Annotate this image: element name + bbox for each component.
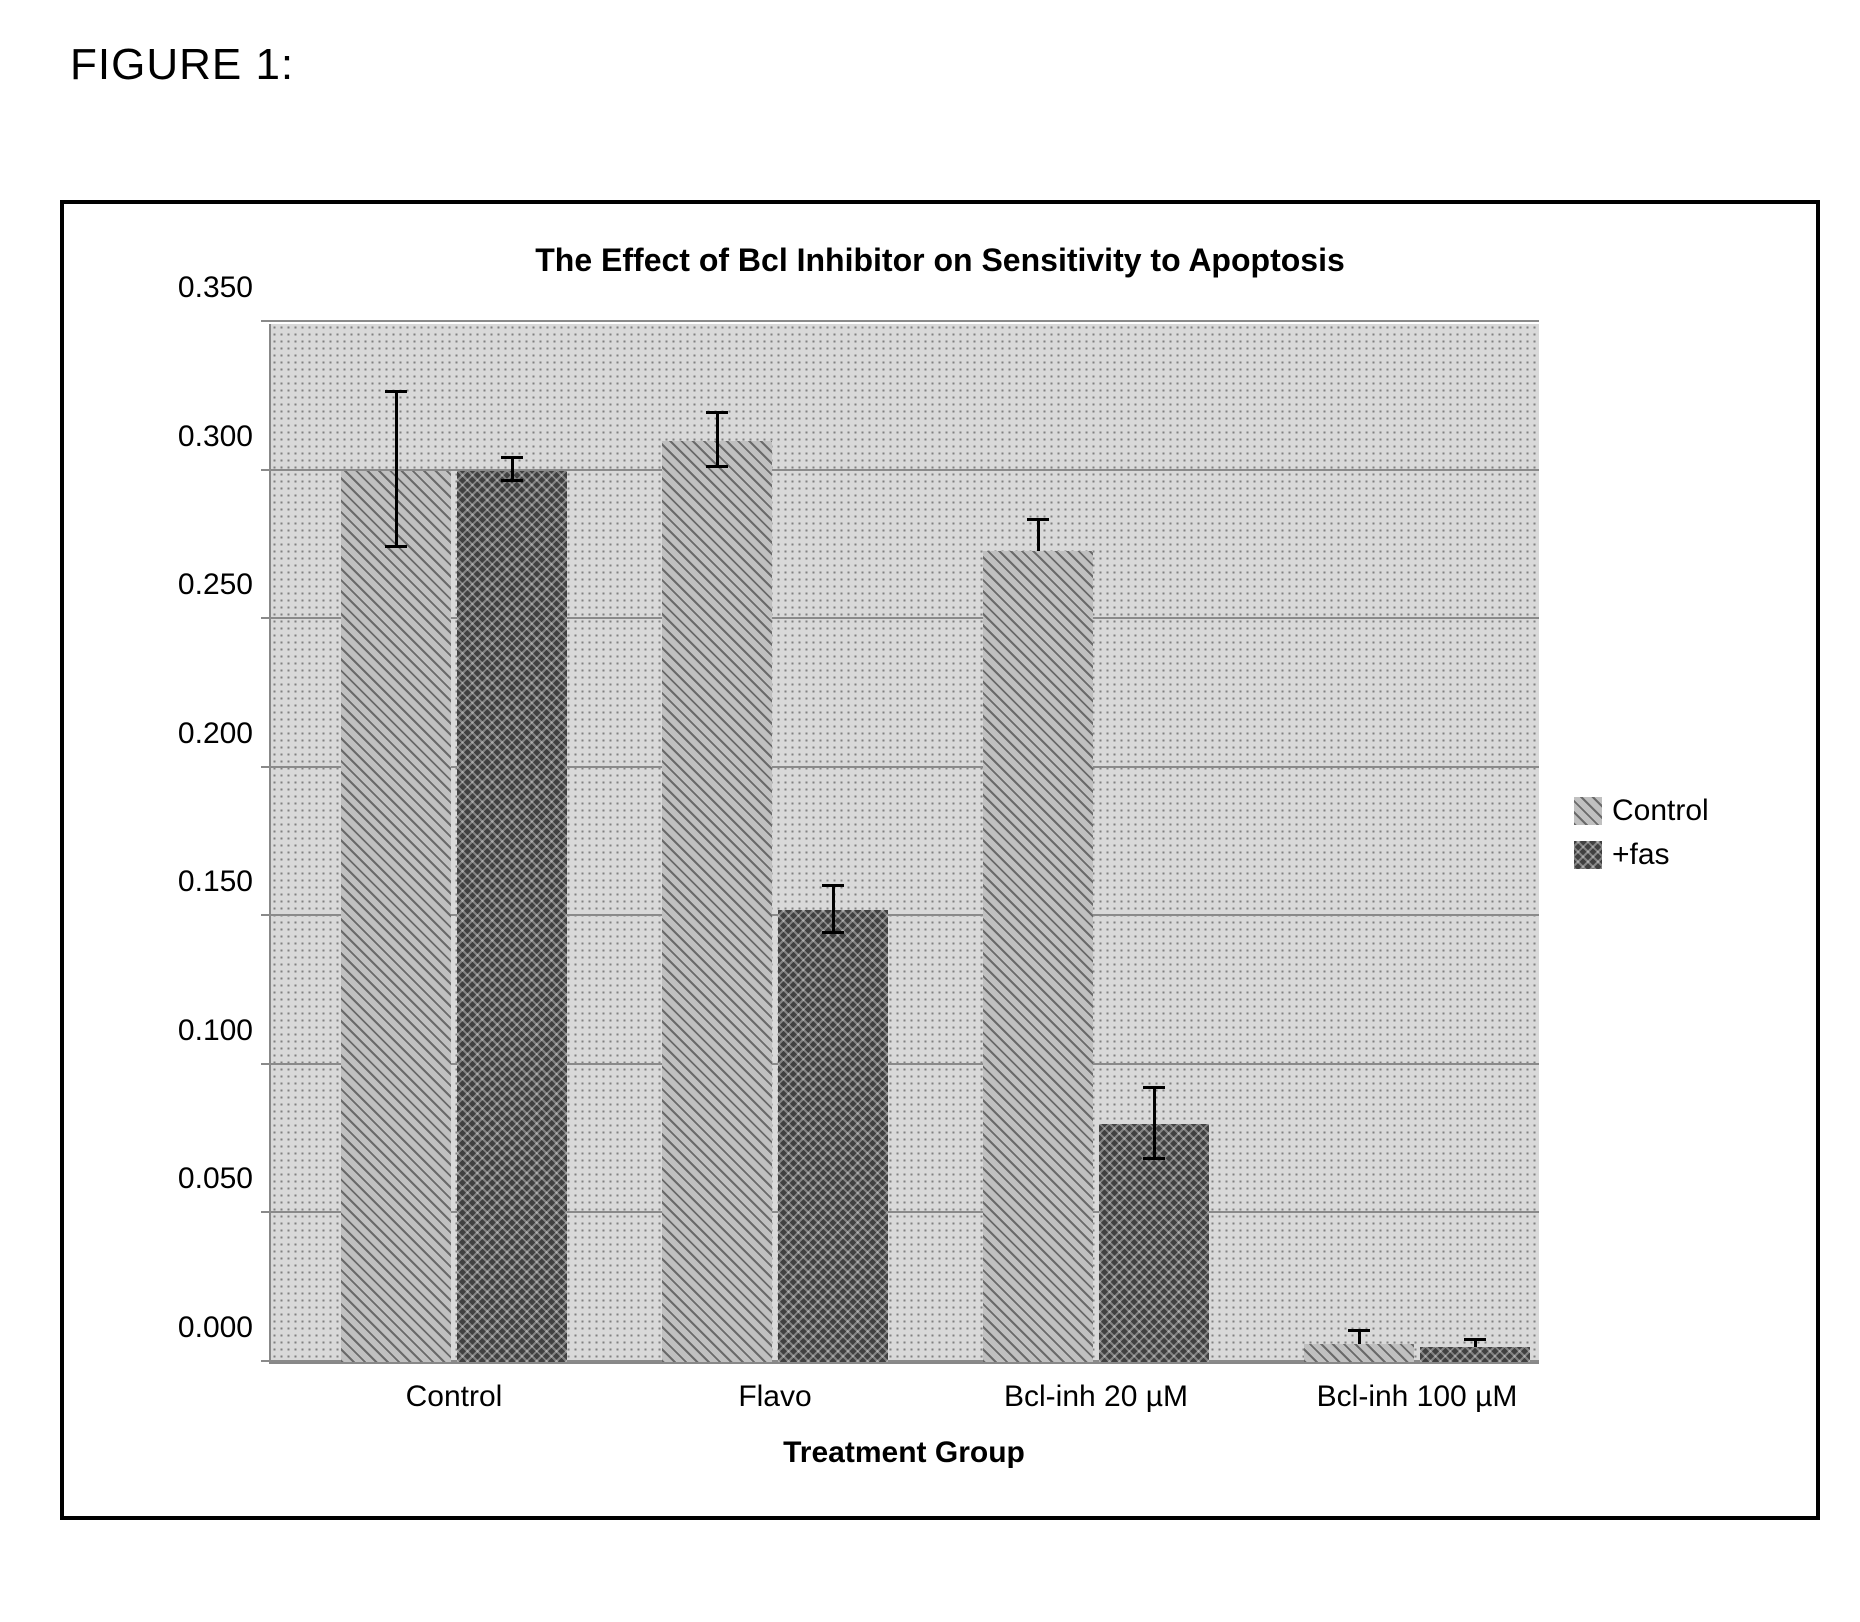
y-tick-mark — [261, 1063, 271, 1065]
y-tick-mark — [261, 469, 271, 471]
error-bar — [1358, 1332, 1361, 1344]
y-tick-label: 0.300 — [178, 420, 253, 454]
error-cap — [1143, 1157, 1165, 1160]
error-bar — [1037, 521, 1040, 551]
error-cap — [706, 465, 728, 468]
error-cap — [1027, 518, 1049, 521]
error-bar — [716, 414, 719, 467]
error-cap — [385, 390, 407, 393]
y-tick-mark — [261, 1211, 271, 1213]
legend-item: Control — [1574, 794, 1709, 828]
y-tick-label: 0.050 — [178, 1162, 253, 1196]
bar — [457, 471, 567, 1362]
bar — [778, 910, 888, 1362]
error-cap — [822, 884, 844, 887]
page: FIGURE 1: The Effect of Bcl Inhibitor on… — [0, 0, 1860, 1622]
error-cap — [1143, 1086, 1165, 1089]
legend-label: +fas — [1612, 838, 1670, 872]
bar — [1304, 1344, 1414, 1362]
bar — [983, 551, 1093, 1362]
bar — [1420, 1347, 1530, 1362]
x-tick-label: Bcl-inh 20 µM — [1004, 1380, 1188, 1414]
y-tick-label: 0.250 — [178, 568, 253, 602]
error-bar — [1474, 1341, 1477, 1347]
error-bar — [1153, 1089, 1156, 1160]
error-cap — [822, 931, 844, 934]
legend-item: +fas — [1574, 838, 1709, 872]
x-tick-label: Bcl-inh 100 µM — [1317, 1380, 1518, 1414]
y-tick-label: 0.100 — [178, 1014, 253, 1048]
y-tick-label: 0.150 — [178, 865, 253, 899]
error-cap — [706, 411, 728, 414]
y-tick-label: 0.350 — [178, 271, 253, 305]
chart-frame: The Effect of Bcl Inhibitor on Sensitivi… — [60, 200, 1820, 1520]
legend-swatch-control — [1574, 797, 1602, 825]
x-tick-label: Control — [406, 1380, 503, 1414]
error-cap — [501, 479, 523, 482]
y-tick-mark — [261, 766, 271, 768]
error-bar — [832, 887, 835, 935]
legend-label: Control — [1612, 794, 1709, 828]
x-axis-title: Treatment Group — [269, 1436, 1539, 1470]
bar — [341, 471, 451, 1362]
error-cap — [1348, 1329, 1370, 1332]
gridline — [271, 320, 1539, 322]
y-tick-mark — [261, 320, 271, 322]
legend-swatch-fas — [1574, 841, 1602, 869]
error-bar — [395, 393, 398, 548]
error-cap — [385, 545, 407, 548]
chart-title: The Effect of Bcl Inhibitor on Sensitivi… — [64, 242, 1816, 279]
legend: Control +fas — [1574, 794, 1709, 882]
y-tick-mark — [261, 914, 271, 916]
y-tick-mark — [261, 617, 271, 619]
bar — [662, 441, 772, 1362]
x-tick-label: Flavo — [738, 1380, 811, 1414]
y-tick-label: 0.000 — [178, 1311, 253, 1345]
y-tick-label: 0.200 — [178, 717, 253, 751]
figure-label: FIGURE 1: — [70, 40, 1800, 90]
plot-area: 0.0000.0500.1000.1500.2000.2500.3000.350… — [269, 324, 1539, 1364]
error-cap — [1464, 1338, 1486, 1341]
y-tick-mark — [261, 1360, 271, 1362]
error-cap — [501, 456, 523, 459]
